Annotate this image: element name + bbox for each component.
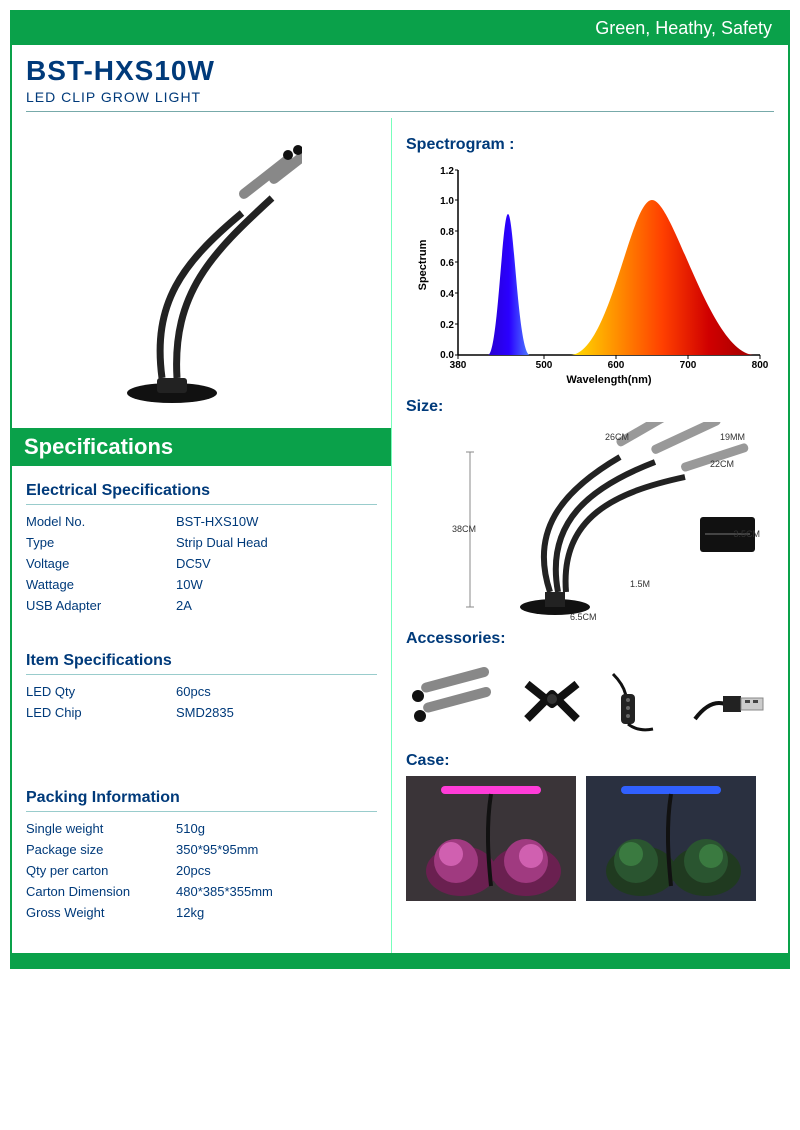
spec-group-electrical: Electrical Specifications Model No.BST-H… <box>12 466 391 626</box>
product-image <box>12 118 391 428</box>
tagline-text: Green, Heathy, Safety <box>595 18 772 38</box>
spec-head-electrical: Electrical Specifications <box>26 476 377 505</box>
model-number: BST-HXS10W <box>26 55 774 87</box>
spec-row: LED Qty60pcs <box>26 681 377 702</box>
spec-row: USB Adapter2A <box>26 595 377 616</box>
spec-group-item: Item Specifications LED Qty60pcs LED Chi… <box>12 626 391 733</box>
case-photo-pink <box>406 776 576 901</box>
svg-text:3.5CM: 3.5CM <box>733 529 760 539</box>
svg-text:Spectrum: Spectrum <box>417 239 429 290</box>
header: BST-HXS10W LED CLIP GROW LIGHT <box>12 45 788 118</box>
size-diagram: 38CM 26CM 19MM 22CM 3.5CM 1.5M 6.5CM <box>406 422 774 622</box>
svg-text:26CM: 26CM <box>605 432 629 442</box>
accessory-controller-icon <box>603 664 673 734</box>
svg-text:19MM: 19MM <box>720 432 745 442</box>
spec-row: Package size350*95*95mm <box>26 839 377 860</box>
accessories-title: Accessories: <box>406 630 774 648</box>
svg-text:0.8: 0.8 <box>440 227 454 238</box>
svg-text:1.0: 1.0 <box>440 196 454 207</box>
accessory-strips-icon <box>410 664 500 734</box>
spec-head-packing: Packing Information <box>26 783 377 812</box>
svg-text:1.2: 1.2 <box>440 166 454 177</box>
accessory-usb-icon <box>690 664 770 734</box>
accessories-row <box>406 654 774 744</box>
svg-text:38CM: 38CM <box>452 524 476 534</box>
spec-row: Qty per carton20pcs <box>26 860 377 881</box>
body: Specifications Electrical Specifications… <box>12 118 788 953</box>
size-title: Size: <box>406 398 774 416</box>
spec-row: Single weight510g <box>26 818 377 839</box>
svg-text:6.5CM: 6.5CM <box>570 612 597 622</box>
svg-text:Wavelength(nm): Wavelength(nm) <box>566 374 651 386</box>
left-column: Specifications Electrical Specifications… <box>12 118 392 953</box>
case-photos <box>406 776 774 906</box>
case-title: Case: <box>406 752 774 770</box>
svg-text:700: 700 <box>680 360 697 371</box>
spec-sheet: Green, Heathy, Safety BST-HXS10W LED CLI… <box>10 10 790 969</box>
svg-text:800: 800 <box>752 360 769 371</box>
spec-row: TypeStrip Dual Head <box>26 532 377 553</box>
product-subtitle: LED CLIP GROW LIGHT <box>26 89 774 112</box>
tagline-bar: Green, Heathy, Safety <box>12 12 788 45</box>
svg-text:380: 380 <box>450 360 467 371</box>
specifications-bar: Specifications <box>12 428 391 466</box>
svg-text:22CM: 22CM <box>710 459 734 469</box>
spec-row: VoltageDC5V <box>26 553 377 574</box>
right-column: Spectrogram : <box>392 118 788 953</box>
specifications-title: Specifications <box>24 434 173 459</box>
svg-text:500: 500 <box>536 360 553 371</box>
spec-row: LED ChipSMD2835 <box>26 702 377 723</box>
footer-bar <box>12 953 788 967</box>
case-photo-blue <box>586 776 756 901</box>
accessory-clip-icon <box>517 664 587 734</box>
spec-row: Carton Dimension480*385*355mm <box>26 881 377 902</box>
svg-text:0.6: 0.6 <box>440 258 454 269</box>
spec-row: Gross Weight12kg <box>26 902 377 923</box>
spec-head-item: Item Specifications <box>26 646 377 675</box>
svg-text:1.5M: 1.5M <box>630 579 650 589</box>
svg-text:0.2: 0.2 <box>440 320 454 331</box>
spec-row: Model No.BST-HXS10W <box>26 511 377 532</box>
svg-text:0.4: 0.4 <box>440 289 454 300</box>
spec-group-packing: Packing Information Single weight510g Pa… <box>12 733 391 953</box>
spectrogram-chart: 0.0 0.2 0.4 0.6 0.8 1.0 1.2 380 500 600 … <box>406 160 774 390</box>
spec-row: Wattage10W <box>26 574 377 595</box>
spectrogram-title: Spectrogram : <box>406 136 774 154</box>
svg-text:600: 600 <box>608 360 625 371</box>
